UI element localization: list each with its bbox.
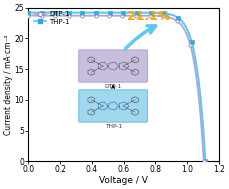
X-axis label: Voltage / V: Voltage / V (99, 176, 148, 185)
Text: DTP-1: DTP-1 (104, 84, 122, 89)
FancyBboxPatch shape (79, 50, 147, 82)
Text: 21.1%: 21.1% (127, 10, 171, 23)
Legend: DTP-1, THP-1: DTP-1, THP-1 (34, 11, 70, 25)
FancyBboxPatch shape (79, 90, 147, 122)
Y-axis label: Current density / mA·cm⁻²: Current density / mA·cm⁻² (4, 34, 13, 135)
Text: THP-1: THP-1 (104, 124, 122, 129)
